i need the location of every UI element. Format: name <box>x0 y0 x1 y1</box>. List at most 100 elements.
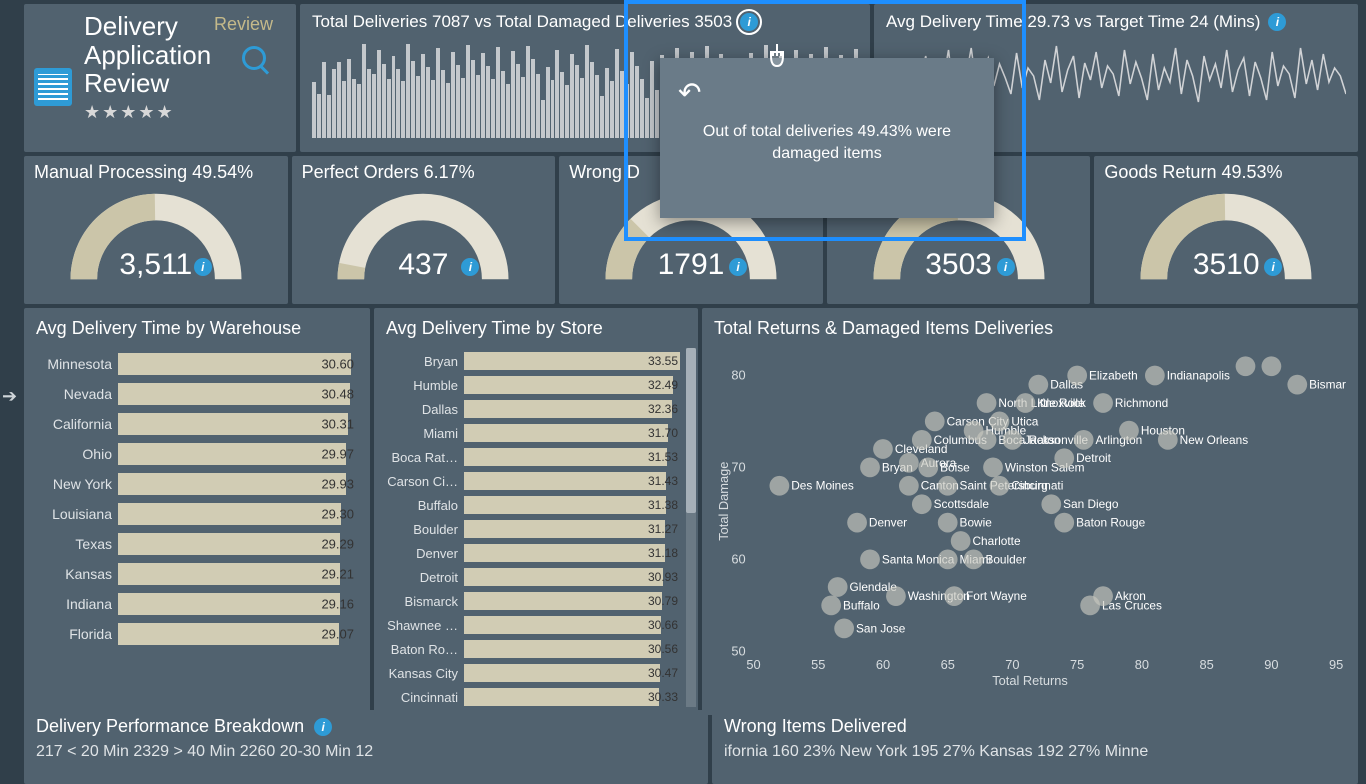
back-icon[interactable]: ↶ <box>678 76 701 109</box>
bar-row[interactable]: Indiana29.16 <box>36 589 358 619</box>
scatter-point[interactable] <box>990 412 1010 432</box>
scatter-point[interactable] <box>1054 448 1074 468</box>
bar-label: Baton Ro… <box>386 642 458 657</box>
scatter-point[interactable] <box>925 412 945 432</box>
bar-row[interactable]: Bismarck30.79 <box>386 589 682 613</box>
scatter-point[interactable] <box>944 586 964 606</box>
scatter-point[interactable] <box>977 430 997 450</box>
svg-text:80: 80 <box>731 367 745 382</box>
scatter-point[interactable] <box>834 618 854 638</box>
bar-row[interactable]: Detroit30.93 <box>386 565 682 589</box>
scrollbar-thumb[interactable] <box>686 348 696 513</box>
magnifier-icon[interactable] <box>242 46 266 70</box>
scatter-point[interactable] <box>1093 586 1113 606</box>
info-icon[interactable]: i <box>194 258 212 276</box>
scatter-point[interactable] <box>912 494 932 514</box>
scatter-point[interactable] <box>1067 366 1087 386</box>
info-icon[interactable]: i <box>729 258 747 276</box>
info-icon[interactable]: i <box>1268 13 1286 31</box>
scatter-point[interactable] <box>951 531 971 551</box>
scatter-point[interactable] <box>938 549 958 569</box>
scatter-point[interactable] <box>938 476 958 496</box>
scatter-point[interactable] <box>977 393 997 413</box>
bar-row[interactable]: Boca Rat…31.53 <box>386 445 682 469</box>
bar-row[interactable]: Boulder31.27 <box>386 517 682 541</box>
bar-row[interactable]: Buffalo31.38 <box>386 493 682 517</box>
bar-row[interactable]: Nevada30.48 <box>36 379 358 409</box>
bar-row[interactable]: Denver31.18 <box>386 541 682 565</box>
info-icon[interactable]: i <box>314 718 332 736</box>
bar-row[interactable]: Carson Ci…31.43 <box>386 469 682 493</box>
bar-label: Boulder <box>386 522 458 537</box>
bar-label: Kansas <box>36 566 112 582</box>
scatter-point[interactable] <box>828 577 848 597</box>
bar-value: 31.18 <box>648 546 678 560</box>
info-icon[interactable]: i <box>740 13 758 31</box>
bar-row[interactable]: Dallas32.36 <box>386 397 682 421</box>
collapse-arrow-icon[interactable]: ➔ <box>2 386 17 407</box>
bar-row[interactable]: Ohio29.97 <box>36 439 358 469</box>
scatter-point[interactable] <box>918 458 938 478</box>
info-icon[interactable]: i <box>997 258 1015 276</box>
scatter-point[interactable] <box>899 476 919 496</box>
scatter-point[interactable] <box>873 439 893 459</box>
svg-text:70: 70 <box>1005 657 1019 672</box>
bar-row[interactable]: Miami31.70 <box>386 421 682 445</box>
bar-row[interactable]: Louisiana29.30 <box>36 499 358 529</box>
scatter-point[interactable] <box>1016 393 1036 413</box>
svg-text:Akron: Akron <box>1115 589 1146 603</box>
bar-row[interactable]: New York29.93 <box>36 469 358 499</box>
scatter-point[interactable] <box>983 458 1003 478</box>
bar-row[interactable]: Cincinnati30.33 <box>386 685 682 709</box>
bar-value: 29.07 <box>321 627 354 642</box>
scatter-point[interactable] <box>1145 366 1165 386</box>
bar-row[interactable]: California30.31 <box>36 409 358 439</box>
scatter-point[interactable] <box>899 453 919 473</box>
scatter-point[interactable] <box>770 476 790 496</box>
bar-row[interactable]: Shawnee …30.66 <box>386 613 682 637</box>
scatter-point[interactable] <box>1054 513 1074 533</box>
bar-label: Indiana <box>36 596 112 612</box>
bar-value: 30.56 <box>648 642 678 656</box>
scatter-point[interactable] <box>847 513 867 533</box>
scatter-point[interactable] <box>912 430 932 450</box>
scatter-point[interactable] <box>1041 494 1061 514</box>
bar-row[interactable]: Bryan33.55 <box>386 349 682 373</box>
scatter-point[interactable] <box>886 586 906 606</box>
scatter-point[interactable] <box>1158 430 1178 450</box>
gauge-tile: Goods Return 49.53%3510i <box>1094 156 1358 304</box>
scatter-point[interactable] <box>1119 421 1139 441</box>
bar-label: Kansas City <box>386 666 458 681</box>
bar-row[interactable]: Florida29.07 <box>36 619 358 649</box>
scatter-point[interactable] <box>1028 375 1048 395</box>
svg-text:Fort Wayne: Fort Wayne <box>966 589 1027 603</box>
bar-label: Boca Rat… <box>386 450 458 465</box>
scatter-panel: Total Returns & Damaged Items Deliveries… <box>702 308 1358 715</box>
bar-value: 32.49 <box>648 378 678 392</box>
svg-text:Indianapolis: Indianapolis <box>1167 368 1230 382</box>
scrollbar[interactable] <box>686 348 696 707</box>
bar-row[interactable]: Kansas City30.47 <box>386 661 682 685</box>
scatter-point[interactable] <box>990 476 1010 496</box>
scatter-point[interactable] <box>860 458 880 478</box>
scatter-point[interactable] <box>938 513 958 533</box>
scatter-point[interactable] <box>1236 356 1256 376</box>
svg-text:90: 90 <box>1264 657 1278 672</box>
scatter-point[interactable] <box>1093 393 1113 413</box>
scatter-point[interactable] <box>860 549 880 569</box>
scatter-point[interactable] <box>1262 356 1282 376</box>
gauge-tile: Manual Processing 49.54%3,511i <box>24 156 288 304</box>
scatter-point[interactable] <box>1003 430 1023 450</box>
scatter-point[interactable] <box>1287 375 1307 395</box>
bar-row[interactable]: Texas29.29 <box>36 529 358 559</box>
gauge-value: 1791 <box>658 248 725 282</box>
scatter-point[interactable] <box>1074 430 1094 450</box>
bar-value: 30.48 <box>321 387 354 402</box>
bar-row[interactable]: Baton Ro… 30.56 <box>386 637 682 661</box>
bar-row[interactable]: Kansas29.21 <box>36 559 358 589</box>
bar-row[interactable]: Humble32.49 <box>386 373 682 397</box>
bar-label: New York <box>36 476 112 492</box>
scatter-point[interactable] <box>964 549 984 569</box>
bar-row[interactable]: Minnesota30.60 <box>36 349 358 379</box>
scatter-point[interactable] <box>821 595 841 615</box>
